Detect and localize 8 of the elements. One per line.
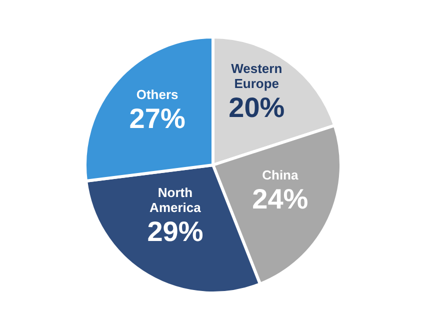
slice-label: Western Europe bbox=[231, 60, 282, 91]
data-label: 24% bbox=[252, 184, 308, 215]
slice-label: China bbox=[262, 168, 299, 183]
slice-label: Others bbox=[136, 86, 178, 102]
slice-label: North America bbox=[150, 184, 202, 215]
data-label: 20% bbox=[228, 92, 285, 123]
data-label: 29% bbox=[147, 216, 204, 247]
data-label: 27% bbox=[129, 102, 186, 134]
